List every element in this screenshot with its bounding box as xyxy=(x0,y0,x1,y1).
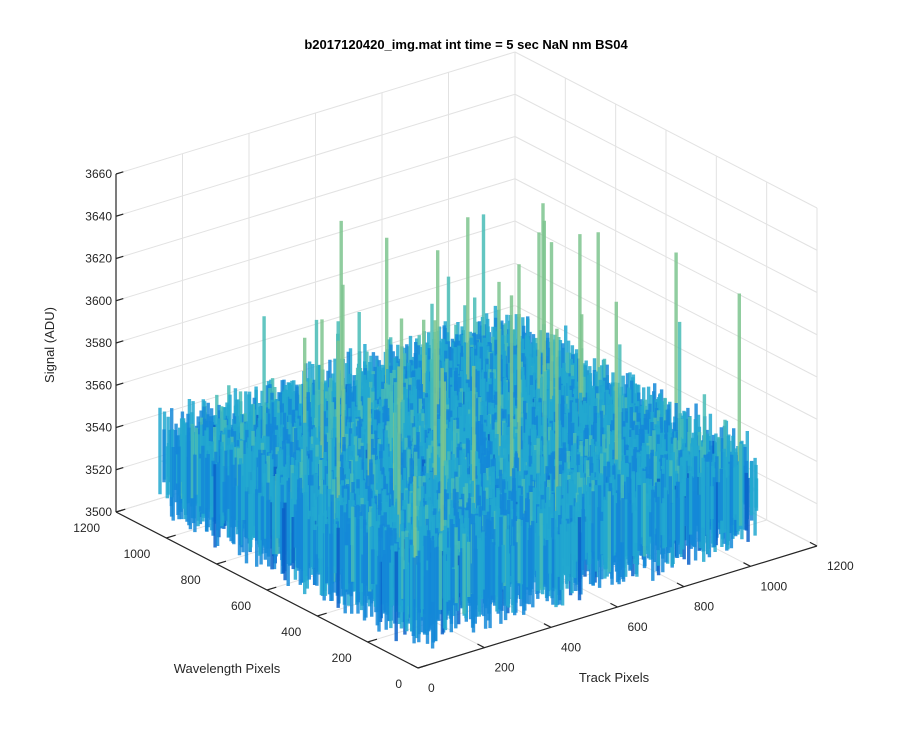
side-wall-grid-line xyxy=(514,93,818,251)
side-wall-grid-line xyxy=(514,262,818,420)
chart-title: b2017120420_img.mat int time = 5 sec NaN… xyxy=(304,37,628,52)
side-wall-grid-line xyxy=(514,220,818,378)
back-wall-grid-line xyxy=(115,220,516,344)
back-wall-grid-line xyxy=(115,93,516,217)
side-wall-grid-line xyxy=(514,178,818,336)
back-wall-grid-line xyxy=(115,178,516,302)
side-wall-grid-line xyxy=(514,51,818,209)
side-wall-grid-line xyxy=(514,136,818,293)
surface-plot xyxy=(158,203,759,649)
back-wall-grid-line xyxy=(115,136,516,259)
back-wall-grid-line xyxy=(115,51,516,175)
